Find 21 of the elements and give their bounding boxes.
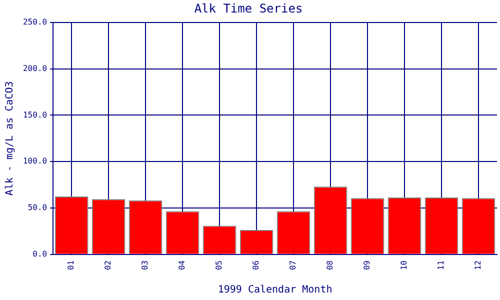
y-tick-label: 250.0 bbox=[22, 17, 48, 26]
x-tick-label: 11 bbox=[436, 260, 446, 270]
x-axis-title: 1999 Calendar Month bbox=[218, 284, 332, 296]
y-tick-label: 0.0 bbox=[32, 249, 48, 258]
x-tick-label: 02 bbox=[104, 260, 113, 270]
y-tick-label: 150.0 bbox=[22, 110, 48, 120]
x-tick-label: 05 bbox=[214, 260, 224, 270]
y-tick-label: 100.0 bbox=[22, 156, 48, 166]
y-tick-label: 200.0 bbox=[22, 64, 48, 73]
x-tick-label: 12 bbox=[474, 260, 483, 270]
y-axis-title: Alk - mg/L as CaCO3 bbox=[4, 81, 16, 196]
y-tick-label: 50.0 bbox=[28, 203, 48, 212]
x-tick-label: 07 bbox=[288, 260, 298, 270]
x-tick-label: 06 bbox=[252, 260, 261, 270]
chart-title: Alk Time Series bbox=[194, 1, 303, 16]
x-tick-label: 04 bbox=[178, 260, 187, 270]
x-tick-label: 03 bbox=[140, 260, 150, 270]
x-tick-label: 10 bbox=[400, 260, 409, 270]
x-tick-label: 01 bbox=[66, 260, 76, 270]
x-tick-label: 09 bbox=[362, 260, 372, 270]
x-tick-label: 08 bbox=[326, 260, 335, 270]
